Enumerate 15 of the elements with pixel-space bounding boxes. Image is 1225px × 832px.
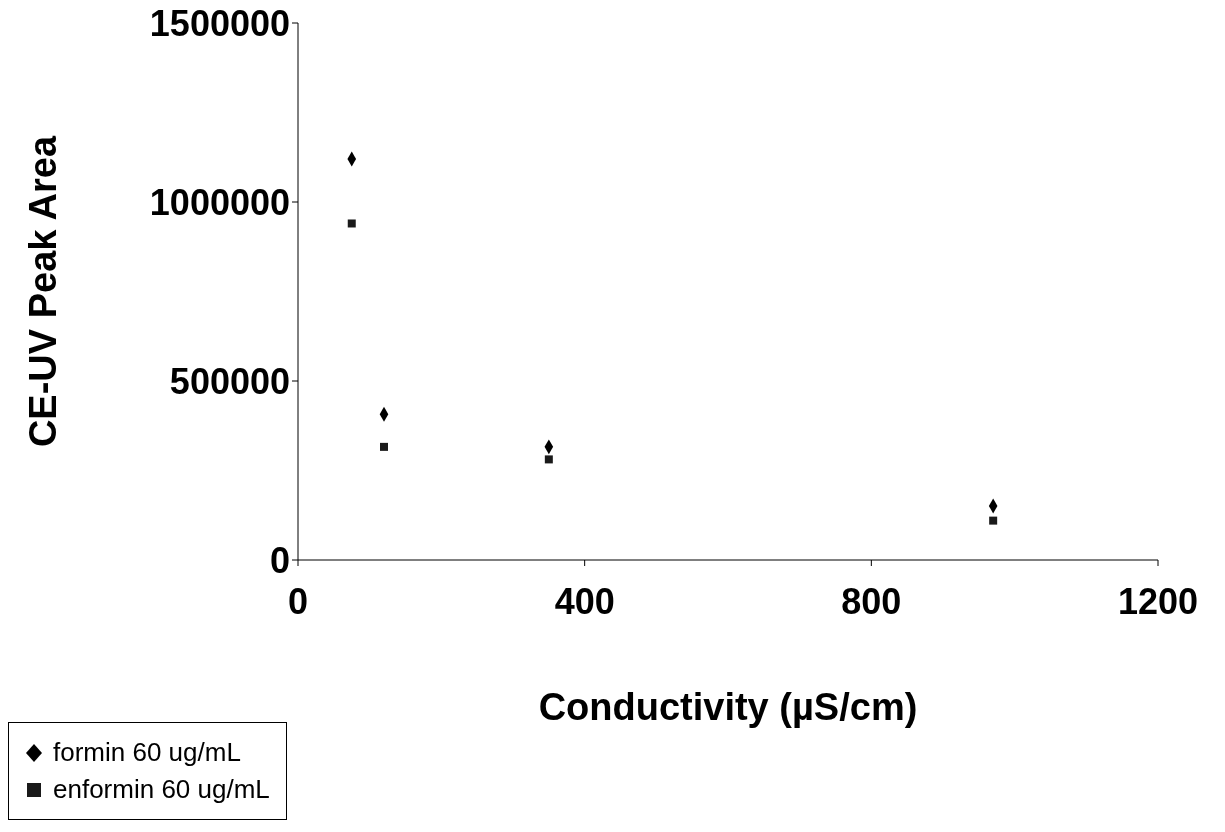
point xyxy=(544,455,553,464)
y-tick-label: 1000000 xyxy=(149,181,290,223)
x-axis-title: Conductivity (µS/cm) xyxy=(538,686,918,728)
y-tick-label: 500000 xyxy=(169,360,290,402)
point xyxy=(347,219,356,228)
x-tick-label: 800 xyxy=(841,580,902,622)
legend-label: formin 60 ug/mL xyxy=(53,737,241,768)
x-tick-label: 1200 xyxy=(1117,580,1199,622)
x-tick-label: 400 xyxy=(554,580,615,622)
legend-label: enformin 60 ug/mL xyxy=(53,774,270,805)
y-tick-label: 0 xyxy=(269,539,290,581)
point xyxy=(380,442,388,451)
y-tick-label: 1500000 xyxy=(149,2,290,44)
y-axis-title: CE-UV Peak Area xyxy=(22,135,65,448)
point xyxy=(989,516,998,525)
